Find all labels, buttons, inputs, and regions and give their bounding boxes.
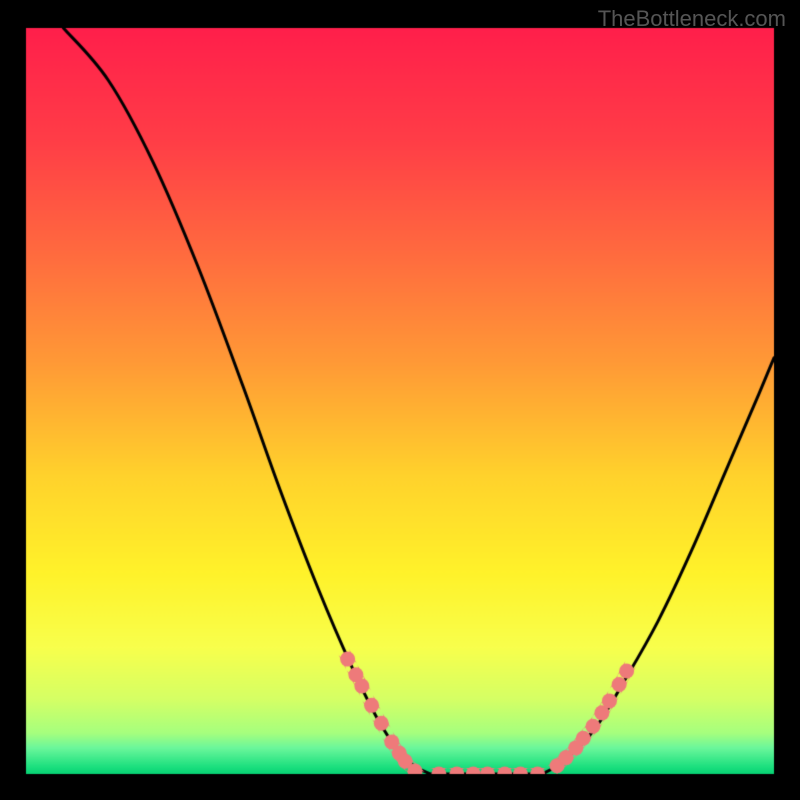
chart-root: TheBottleneck.com bbox=[0, 0, 800, 800]
bottleneck-chart-canvas bbox=[0, 0, 800, 800]
